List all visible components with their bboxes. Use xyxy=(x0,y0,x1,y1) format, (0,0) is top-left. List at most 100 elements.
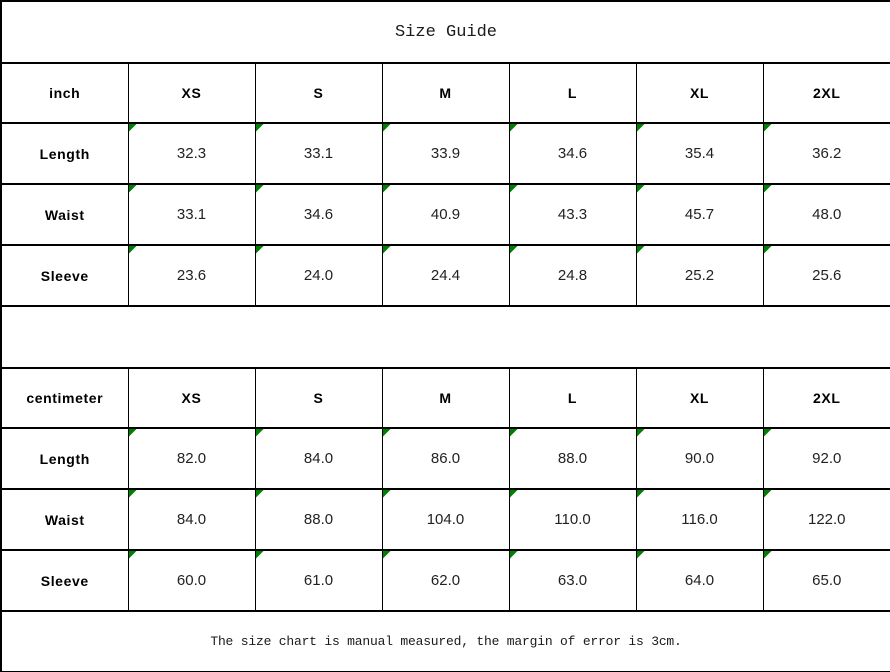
cm-waist-row: Waist 84.0 88.0 104.0 110.0 116.0 122.0 xyxy=(0,488,890,551)
value-text: 48.0 xyxy=(812,206,842,223)
cell-corner-marker-icon xyxy=(383,125,391,132)
value-text: 34.6 xyxy=(303,206,334,223)
inch-length-row: Length 32.3 33.1 33.9 34.6 35.4 36.2 xyxy=(0,122,890,185)
cell-corner-marker-icon xyxy=(764,491,772,498)
value-text: 33.1 xyxy=(176,206,207,223)
value-cell: 92.0 xyxy=(762,427,890,490)
size-header-2xl: 2XL xyxy=(762,62,890,124)
value-text: 36.2 xyxy=(812,145,842,162)
row-label-sleeve: Sleeve xyxy=(0,244,129,307)
cell-corner-marker-icon xyxy=(256,247,264,254)
cm-header-row: centimeter XS S M L XL 2XL xyxy=(0,367,890,429)
value-cell: 60.0 xyxy=(127,549,256,612)
value-cell: 35.4 xyxy=(635,122,764,185)
value-text: 88.0 xyxy=(303,511,334,528)
value-cell: 88.0 xyxy=(254,488,383,551)
cell-corner-marker-icon xyxy=(510,186,518,193)
value-cell: 64.0 xyxy=(635,549,764,612)
measurement-note: The size chart is manual measured, the m… xyxy=(0,610,890,672)
value-cell: 88.0 xyxy=(508,427,637,490)
value-text: 88.0 xyxy=(557,450,588,467)
value-cell: 33.9 xyxy=(381,122,510,185)
value-cell: 32.3 xyxy=(127,122,256,185)
value-text: 40.9 xyxy=(430,206,461,223)
value-text: 64.0 xyxy=(684,572,715,589)
value-cell: 43.3 xyxy=(508,183,637,246)
value-cell: 116.0 xyxy=(635,488,764,551)
size-header-m: M xyxy=(381,367,510,429)
value-text: 45.7 xyxy=(684,206,715,223)
row-label-sleeve: Sleeve xyxy=(0,549,129,612)
cell-corner-marker-icon xyxy=(764,247,772,254)
unit-header-centimeter: centimeter xyxy=(0,367,129,429)
cell-corner-marker-icon xyxy=(383,491,391,498)
inch-header-row: inch XS S M L XL 2XL xyxy=(0,62,890,124)
value-text: 24.0 xyxy=(303,267,334,284)
value-cell: 23.6 xyxy=(127,244,256,307)
value-cell: 34.6 xyxy=(254,183,383,246)
value-text: 35.4 xyxy=(684,145,715,162)
size-header-l: L xyxy=(508,62,637,124)
row-label-waist: Waist xyxy=(0,183,129,246)
value-cell: 104.0 xyxy=(381,488,510,551)
value-cell: 86.0 xyxy=(381,427,510,490)
cell-corner-marker-icon xyxy=(764,125,772,132)
cell-corner-marker-icon xyxy=(764,552,772,559)
cell-corner-marker-icon xyxy=(129,491,137,498)
value-cell: 84.0 xyxy=(254,427,383,490)
cell-corner-marker-icon xyxy=(256,491,264,498)
value-cell: 122.0 xyxy=(762,488,890,551)
cell-corner-marker-icon xyxy=(637,125,645,132)
cell-corner-marker-icon xyxy=(256,430,264,437)
value-text: 34.6 xyxy=(557,145,588,162)
value-cell: 25.2 xyxy=(635,244,764,307)
value-text: 63.0 xyxy=(557,572,588,589)
cell-corner-marker-icon xyxy=(383,552,391,559)
value-text: 92.0 xyxy=(812,450,842,467)
value-cell: 61.0 xyxy=(254,549,383,612)
value-cell: 24.8 xyxy=(508,244,637,307)
value-cell: 65.0 xyxy=(762,549,890,612)
cell-corner-marker-icon xyxy=(637,491,645,498)
value-cell: 40.9 xyxy=(381,183,510,246)
spacer-cell xyxy=(0,305,890,369)
size-header-s: S xyxy=(254,62,383,124)
size-header-l: L xyxy=(508,367,637,429)
value-text: 24.8 xyxy=(557,267,588,284)
size-header-xl: XL xyxy=(635,62,764,124)
spacer-row xyxy=(0,305,890,369)
inch-waist-row: Waist 33.1 34.6 40.9 43.3 45.7 48.0 xyxy=(0,183,890,246)
value-cell: 24.4 xyxy=(381,244,510,307)
cell-corner-marker-icon xyxy=(510,125,518,132)
size-header-2xl: 2XL xyxy=(762,367,890,429)
cell-corner-marker-icon xyxy=(129,186,137,193)
inch-sleeve-row: Sleeve 23.6 24.0 24.4 24.8 25.2 25.6 xyxy=(0,244,890,307)
cell-corner-marker-icon xyxy=(637,430,645,437)
row-label-length: Length xyxy=(0,427,129,490)
size-header-m: M xyxy=(381,62,510,124)
value-text: 65.0 xyxy=(812,572,842,589)
value-text: 61.0 xyxy=(303,572,334,589)
value-text: 33.1 xyxy=(303,145,334,162)
value-text: 60.0 xyxy=(176,572,207,589)
cell-corner-marker-icon xyxy=(510,430,518,437)
value-cell: 48.0 xyxy=(762,183,890,246)
size-header-xl: XL xyxy=(635,367,764,429)
cell-corner-marker-icon xyxy=(764,186,772,193)
cell-corner-marker-icon xyxy=(637,186,645,193)
cell-corner-marker-icon xyxy=(383,186,391,193)
value-text: 25.6 xyxy=(812,267,842,284)
value-text: 90.0 xyxy=(684,450,715,467)
value-text: 33.9 xyxy=(430,145,461,162)
value-cell: 34.6 xyxy=(508,122,637,185)
value-cell: 25.6 xyxy=(762,244,890,307)
cell-corner-marker-icon xyxy=(510,552,518,559)
value-cell: 45.7 xyxy=(635,183,764,246)
value-cell: 24.0 xyxy=(254,244,383,307)
value-text: 43.3 xyxy=(557,206,588,223)
row-label-waist: Waist xyxy=(0,488,129,551)
row-label-length: Length xyxy=(0,122,129,185)
value-text: 84.0 xyxy=(176,511,207,528)
value-text: 23.6 xyxy=(176,267,207,284)
